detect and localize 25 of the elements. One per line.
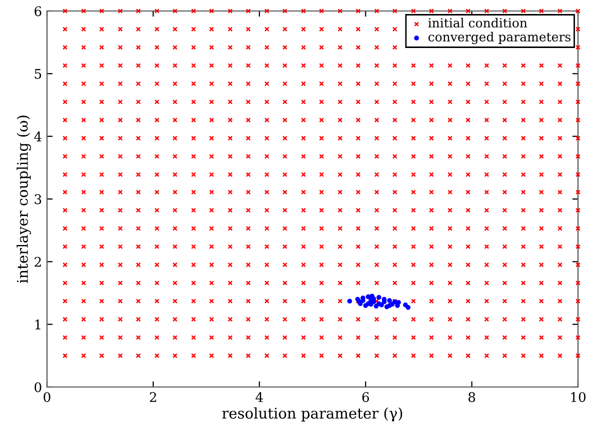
x-tick-label: 0 (44, 392, 50, 402)
x-axis-title: resolution parameter (γ) (222, 407, 402, 422)
point (347, 298, 352, 304)
x-tick-label: 6 (362, 392, 369, 402)
point (370, 294, 374, 299)
y-tick-label: 4 (34, 132, 42, 142)
y-tick-label: 3 (34, 194, 42, 204)
y-tick-label: 2 (34, 256, 41, 267)
point (376, 294, 382, 300)
legend-label: initial condition (428, 18, 528, 28)
y-tick-label: 0 (34, 382, 42, 392)
y-axis-title: interlayer coupling (ω) (16, 116, 31, 283)
y-tick-label: 6 (34, 6, 42, 16)
point (387, 303, 392, 308)
y-tick-label: 1 (35, 320, 40, 330)
x-tick-label: 4 (256, 392, 263, 402)
legend-label: converged parameters (428, 32, 570, 44)
x-tick-label: 10 (571, 392, 586, 402)
point (387, 298, 392, 303)
x-tick-label: 8 (468, 392, 476, 402)
y-tick-label: 5 (34, 69, 42, 79)
point (396, 300, 401, 305)
x-tick-label: 2 (150, 392, 156, 402)
point (376, 301, 382, 306)
point (406, 305, 410, 310)
